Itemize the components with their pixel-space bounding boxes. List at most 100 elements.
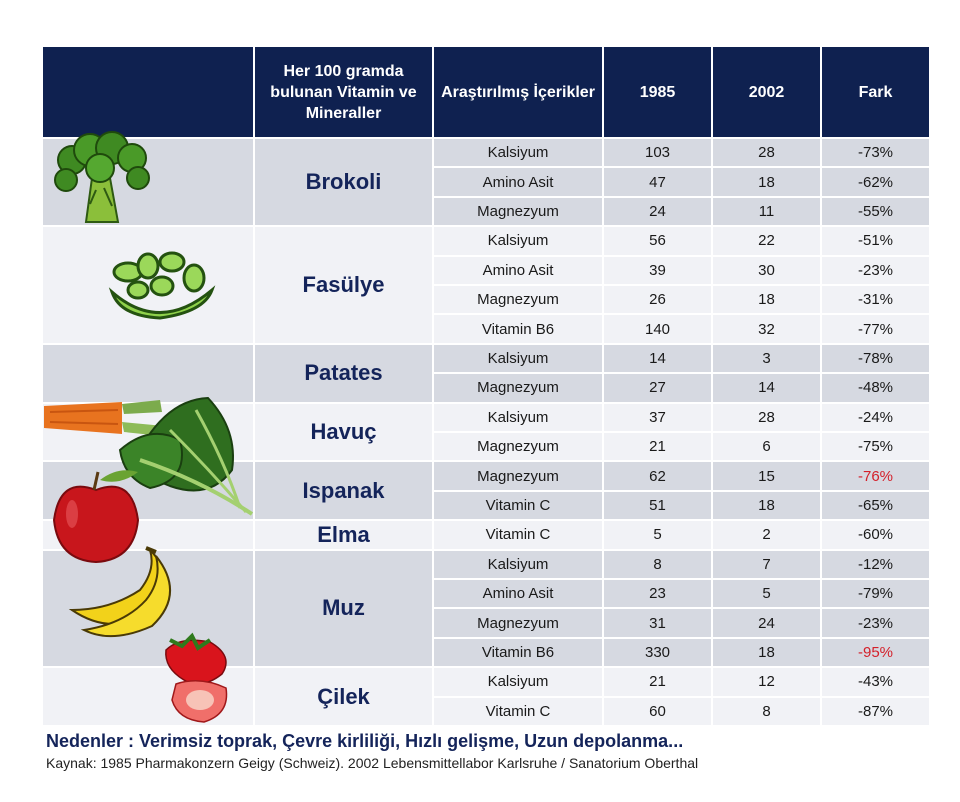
food-image-cell — [42, 226, 254, 344]
value-1985-cell: 37 — [603, 402, 712, 432]
diff-cell: -62% — [821, 167, 930, 197]
food-name: Patates — [254, 343, 433, 403]
header-cell-content: Araştırılmış İçerikler — [433, 46, 603, 138]
value-1985-cell: 21 — [603, 432, 712, 462]
diff-cell: -87% — [821, 696, 930, 726]
diff-cell: -76% — [821, 461, 930, 491]
value-1985-cell: 51 — [603, 490, 712, 521]
diff-cell: -12% — [821, 549, 930, 579]
value-1985-cell: 140 — [603, 314, 712, 344]
food-image-cell — [42, 343, 254, 403]
value-2002-cell: 6 — [712, 432, 821, 462]
value-1985-cell: 330 — [603, 637, 712, 668]
diff-cell: -24% — [821, 402, 930, 432]
value-1985-cell: 24 — [603, 196, 712, 227]
value-2002-cell: 28 — [712, 402, 821, 432]
source-text: Kaynak: 1985 Pharmakonzern Geigy (Schwei… — [46, 755, 699, 771]
diff-cell: -23% — [821, 255, 930, 285]
nutrient-cell: Amino Asit — [433, 579, 603, 609]
food-image-cell — [42, 549, 254, 668]
nutrient-cell: Kalsiyum — [433, 549, 603, 579]
food-name: Havuç — [254, 402, 433, 462]
value-1985-cell: 26 — [603, 285, 712, 315]
diff-cell: -79% — [821, 579, 930, 609]
value-1985-cell: 8 — [603, 549, 712, 579]
nutrient-cell: Magnezyum — [433, 285, 603, 315]
value-1985-cell: 21 — [603, 667, 712, 697]
food-image-cell — [42, 138, 254, 227]
value-1985-cell: 39 — [603, 255, 712, 285]
nutrient-cell: Vitamin C — [433, 490, 603, 521]
value-2002-cell: 12 — [712, 667, 821, 697]
food-name: Muz — [254, 549, 433, 668]
header-cell-diff: Fark — [821, 46, 930, 138]
nutrient-cell: Kalsiyum — [433, 667, 603, 697]
diff-cell: -43% — [821, 667, 930, 697]
nutrient-cell: Magnezyum — [433, 461, 603, 491]
diff-cell: -65% — [821, 490, 930, 521]
food-image-cell — [42, 461, 254, 521]
value-1985-cell: 47 — [603, 167, 712, 197]
value-2002-cell: 18 — [712, 167, 821, 197]
nutrient-cell: Kalsiyum — [433, 138, 603, 168]
food-image-cell — [42, 520, 254, 550]
nutrient-cell: Kalsiyum — [433, 402, 603, 432]
nutrient-cell: Kalsiyum — [433, 226, 603, 256]
header-cell-vitamins: Her 100 gramda bulunan Vitamin ve Minera… — [254, 46, 433, 138]
nutrient-cell: Magnezyum — [433, 196, 603, 227]
value-1985-cell: 103 — [603, 138, 712, 168]
value-1985-cell: 14 — [603, 343, 712, 374]
value-2002-cell: 15 — [712, 461, 821, 491]
value-1985-cell: 56 — [603, 226, 712, 256]
food-name: Ispanak — [254, 461, 433, 521]
value-1985-cell: 27 — [603, 373, 712, 403]
value-2002-cell: 2 — [712, 520, 821, 550]
header-cell-1985: 1985 — [603, 46, 712, 138]
nutrient-cell: Amino Asit — [433, 255, 603, 285]
value-2002-cell: 32 — [712, 314, 821, 344]
nutrient-cell: Magnezyum — [433, 432, 603, 462]
diff-cell: -73% — [821, 138, 930, 168]
diff-cell: -55% — [821, 196, 930, 227]
value-1985-cell: 62 — [603, 461, 712, 491]
value-2002-cell: 11 — [712, 196, 821, 227]
diff-cell: -48% — [821, 373, 930, 403]
food-image-cell — [42, 667, 254, 726]
value-1985-cell: 23 — [603, 579, 712, 609]
food-name: Çilek — [254, 667, 433, 726]
nutrient-cell: Vitamin C — [433, 520, 603, 550]
nutrition-table: Her 100 gramda bulunan Vitamin ve Minera… — [42, 46, 930, 728]
value-2002-cell: 18 — [712, 490, 821, 521]
food-name: Elma — [254, 520, 433, 550]
value-2002-cell: 22 — [712, 226, 821, 256]
food-name: Fasülye — [254, 226, 433, 344]
diff-cell: -78% — [821, 343, 930, 374]
value-1985-cell: 5 — [603, 520, 712, 550]
value-2002-cell: 14 — [712, 373, 821, 403]
value-1985-cell: 31 — [603, 608, 712, 638]
value-2002-cell: 3 — [712, 343, 821, 374]
value-2002-cell: 24 — [712, 608, 821, 638]
diff-cell: -75% — [821, 432, 930, 462]
value-2002-cell: 5 — [712, 579, 821, 609]
value-1985-cell: 60 — [603, 696, 712, 726]
nutrient-cell: Magnezyum — [433, 608, 603, 638]
nutrient-cell: Magnezyum — [433, 373, 603, 403]
food-image-cell — [42, 402, 254, 462]
nutrient-cell: Vitamin C — [433, 696, 603, 726]
header-cell-2002: 2002 — [712, 46, 821, 138]
food-name: Brokoli — [254, 138, 433, 227]
diff-cell: -95% — [821, 637, 930, 668]
diff-cell: -23% — [821, 608, 930, 638]
header-cell-image — [42, 46, 254, 138]
diff-cell: -60% — [821, 520, 930, 550]
nutrient-cell: Vitamin B6 — [433, 637, 603, 668]
value-2002-cell: 18 — [712, 637, 821, 668]
reasons-text: Nedenler : Verimsiz toprak, Çevre kirlil… — [46, 731, 684, 751]
value-2002-cell: 18 — [712, 285, 821, 315]
diff-cell: -31% — [821, 285, 930, 315]
value-2002-cell: 30 — [712, 255, 821, 285]
nutrient-cell: Amino Asit — [433, 167, 603, 197]
diff-cell: -51% — [821, 226, 930, 256]
value-2002-cell: 28 — [712, 138, 821, 168]
